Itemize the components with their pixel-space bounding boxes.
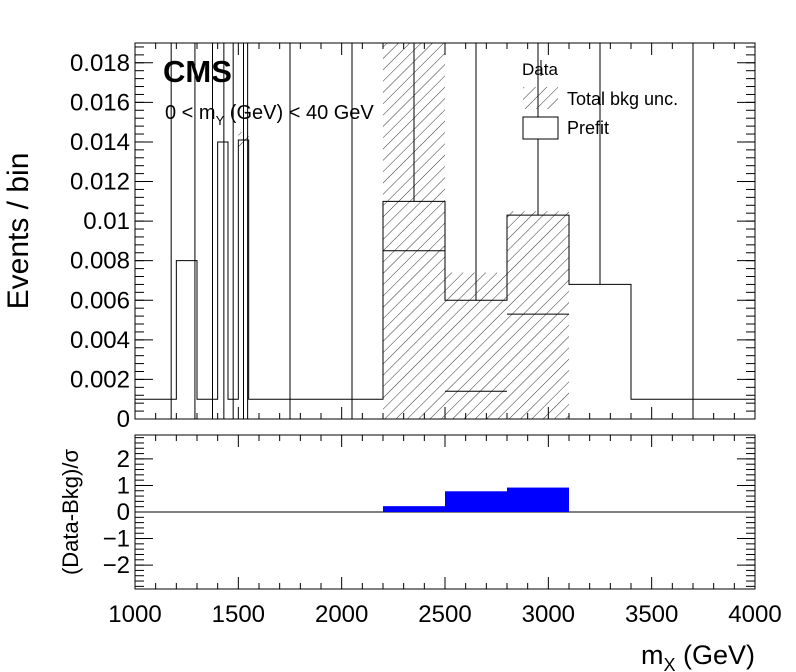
main-axis-ticks: 0 0.002 0.004 0.006 0.008 0.01 0.012 0.014 0.016… <box>70 43 756 433</box>
selection-label: 0 < mY (GeV) < 40 GeV <box>165 102 374 128</box>
y-tick-label: 0.014 <box>70 129 130 156</box>
selection-label-pre: 0 < m <box>165 102 216 124</box>
x-tick-label: 4000 <box>728 601 781 628</box>
y-tick-label: 0.006 <box>70 287 130 314</box>
ratio-bar <box>507 487 569 512</box>
ratio-bar <box>383 506 445 512</box>
legend: Data Total bkg unc. Prefit <box>522 60 678 140</box>
cms-label: CMS <box>163 54 232 89</box>
bkg-unc-band <box>507 211 569 419</box>
legend-prefit-swatch <box>522 116 559 140</box>
legend-hatch-swatch <box>523 87 558 109</box>
x-tick-label: 1500 <box>212 601 265 628</box>
ratio-y-tick-label: 2 <box>117 446 130 473</box>
main-panel: 0 0.002 0.004 0.006 0.008 0.01 0.012 0.014 0.016… <box>2 42 756 433</box>
x-tick-label: 2000 <box>315 601 368 628</box>
legend-entry-data: Data <box>522 60 558 79</box>
legend-entry-prefit: Prefit <box>567 118 609 138</box>
main-plot-border <box>134 42 756 420</box>
y-tick-label: 0.018 <box>70 50 130 77</box>
y-tick-label: 0.01 <box>83 208 130 235</box>
selection-label-sub: Y <box>216 113 225 128</box>
data-error-bars <box>170 43 694 419</box>
y-tick-label: 0.012 <box>70 169 130 196</box>
postfit-lines <box>383 250 569 392</box>
y-tick-label: 0.008 <box>70 248 130 275</box>
y-tick-label: 0 <box>117 406 130 433</box>
legend-entry-bkg-unc: Total bkg unc. <box>567 89 678 109</box>
y-tick-label: 0.004 <box>70 327 130 354</box>
selection-label-post: (GeV) < 40 GeV <box>224 102 374 124</box>
x-axis-label-sub: X <box>663 655 675 672</box>
x-axis-label-pre: m <box>641 640 664 670</box>
ratio-plot-border <box>134 434 756 590</box>
ratio-bars <box>135 487 755 513</box>
ratio-y-tick-label: −1 <box>103 526 130 553</box>
x-tick-label: 2500 <box>418 601 471 628</box>
x-axis-label: mX (GeV) <box>641 640 755 672</box>
x-tick-label: 3000 <box>522 601 575 628</box>
x-tick-label: 1000 <box>108 601 161 628</box>
y-tick-label: 0.002 <box>70 366 130 393</box>
ratio-y-axis-label: (Data-Bkg)/σ <box>58 449 83 575</box>
ratio-y-tick-label: 1 <box>117 472 130 499</box>
x-axis-label-post: (GeV) <box>675 640 755 670</box>
ratio-bar <box>445 491 507 512</box>
x-tick-label: 3500 <box>625 601 678 628</box>
ratio-y-tick-label: −2 <box>103 552 130 579</box>
ratio-y-tick-label: 0 <box>117 499 130 526</box>
main-y-axis-label: Events / bin <box>2 153 35 310</box>
y-tick-label: 0.016 <box>70 89 130 116</box>
